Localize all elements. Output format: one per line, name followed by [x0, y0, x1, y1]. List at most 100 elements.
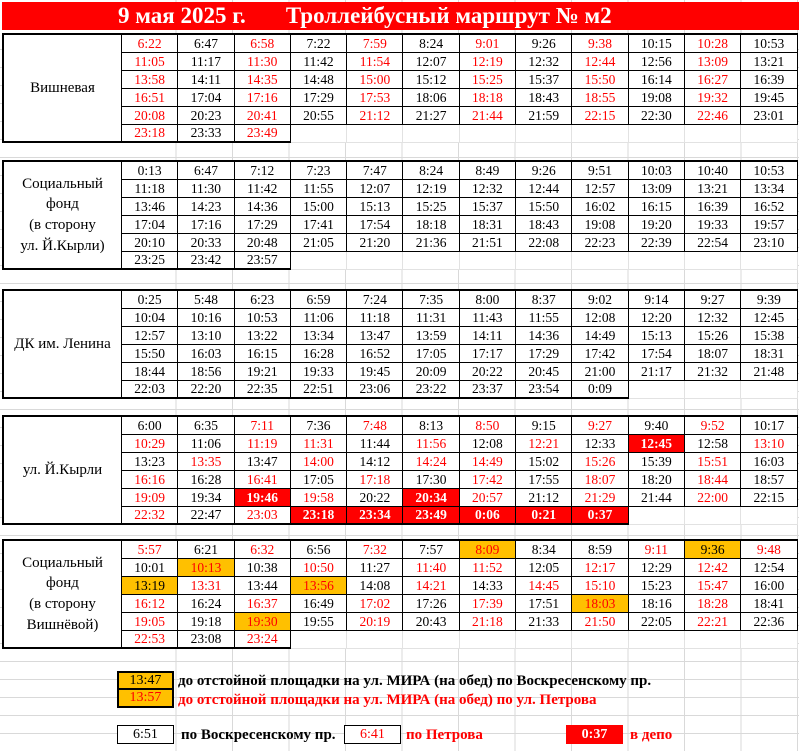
time-cell: 9:51: [572, 162, 629, 180]
schedule-section-4: ул. Й.Кырли 6:00 6:35 7:11 7:36 7:48 8:13 8:50 9…: [2, 415, 798, 525]
time-cell: 12:45: [741, 309, 798, 327]
empty-cell: [684, 125, 742, 143]
time-cell: 19:57: [741, 216, 798, 234]
time-cell: 15:25: [403, 198, 460, 216]
time-cell: 20:55: [290, 107, 348, 125]
time-cell: 8:13: [403, 417, 460, 435]
time-cell: 19:55: [290, 613, 348, 631]
time-cell: 15:10: [572, 577, 629, 595]
empty-cell: [290, 125, 348, 143]
time-cell: 9:01: [459, 35, 517, 53]
time-cell: 12:32: [459, 180, 517, 198]
time-cell: 22:15: [572, 107, 629, 125]
time-cell: 0:25: [122, 291, 179, 309]
time-cell: 23:18: [290, 507, 348, 525]
time-cell: 9:27: [572, 417, 629, 435]
time-cell: 14:36: [516, 327, 573, 345]
time-cell: 15:50: [572, 71, 629, 89]
time-cell: 10:13: [178, 559, 235, 577]
legend-label-lunch-voskresensky: до отстойной площадки на ул. МИРА (на об…: [178, 673, 652, 689]
empty-cell: [741, 252, 798, 270]
time-cell: 23:03: [234, 507, 291, 525]
time-cell: 22:36: [741, 613, 798, 631]
time-cell: 13:44: [234, 577, 291, 595]
time-cell: 18:18: [403, 216, 460, 234]
time-cell: 9:26: [516, 162, 573, 180]
time-cell: 17:29: [234, 216, 291, 234]
time-cell: 20:22: [459, 363, 517, 381]
time-cell: 20:10: [122, 234, 179, 252]
time-cell: 21:33: [516, 613, 573, 631]
time-cell: 21:00: [572, 363, 629, 381]
time-cell: 21:48: [741, 363, 798, 381]
time-cell: 19:32: [684, 89, 742, 107]
time-cell: 11:56: [403, 435, 460, 453]
time-cell: 15:38: [741, 327, 798, 345]
time-cell: 6:22: [122, 35, 179, 53]
time-cell: 22:15: [741, 489, 798, 507]
time-cell: 18:44: [122, 363, 179, 381]
time-cell: 12:57: [572, 180, 629, 198]
time-cell: 12:56: [628, 53, 685, 71]
time-cell: 12:33: [572, 435, 629, 453]
time-cell: 0:21: [516, 507, 573, 525]
time-cell: 11:52: [459, 559, 517, 577]
empty-cell: [628, 631, 685, 649]
time-cell: 23:49: [234, 125, 291, 143]
time-cell: 15:26: [684, 327, 742, 345]
time-cell: 12:45: [628, 435, 685, 453]
empty-cell: [516, 125, 573, 143]
stop-name: ДК им. Ленина: [4, 291, 122, 399]
time-cell: 6:47: [178, 35, 235, 53]
time-cell: 11:55: [290, 180, 348, 198]
time-cell: 19:08: [572, 216, 629, 234]
time-cell: 23:24: [234, 631, 291, 649]
time-cell: 8:37: [516, 291, 573, 309]
time-cell: 17:53: [347, 89, 404, 107]
time-cell: 19:08: [628, 89, 685, 107]
time-cell: 14:11: [178, 71, 235, 89]
time-cell: 18:16: [628, 595, 685, 613]
time-cell: 19:05: [122, 613, 179, 631]
legend-label-depot: в депо: [630, 727, 673, 743]
time-cell: 17:39: [459, 595, 517, 613]
legend-time-depot: 0:37: [566, 725, 623, 744]
time-cell: 16:00: [741, 577, 798, 595]
time-cell: 14:08: [347, 577, 404, 595]
time-cell: 12:19: [403, 180, 460, 198]
empty-cell: [403, 631, 460, 649]
stop-name: Социальный фонд (в сторону ул. Й.Кырли): [4, 162, 122, 270]
time-cell: 19:30: [234, 613, 291, 631]
time-cell: 10:40: [684, 162, 742, 180]
time-cell: 23:25: [122, 252, 179, 270]
empty-cell: [572, 252, 629, 270]
time-cell: 0:13: [122, 162, 179, 180]
time-cell: 12:07: [347, 180, 404, 198]
time-cell: 11:18: [347, 309, 404, 327]
time-cell: 15:37: [516, 71, 573, 89]
time-cell: 14:24: [403, 453, 460, 471]
time-cell: 12:05: [516, 559, 573, 577]
time-cell: 12:57: [122, 327, 179, 345]
time-cell: 18:44: [684, 471, 742, 489]
time-cell: 14:45: [516, 577, 573, 595]
empty-cell: [459, 125, 517, 143]
legend-time-lunch-voskresensky: 13:47: [117, 671, 174, 690]
time-cell: 11:17: [178, 53, 235, 71]
time-cell: 21:27: [403, 107, 460, 125]
time-cell: 16:28: [178, 471, 235, 489]
time-cell: 19:46: [234, 489, 291, 507]
time-cell: 20:48: [234, 234, 291, 252]
time-cell: 16:02: [572, 198, 629, 216]
time-cell: 22:05: [628, 613, 685, 631]
empty-cell: [684, 381, 742, 399]
time-cell: 17:30: [403, 471, 460, 489]
time-cell: 16:52: [347, 345, 404, 363]
time-cell: 7:36: [290, 417, 348, 435]
time-cell: 6:58: [234, 35, 291, 53]
time-cell: 17:51: [516, 595, 573, 613]
time-cell: 15:13: [347, 198, 404, 216]
time-cell: 22:03: [122, 381, 179, 399]
time-cell: 8:24: [403, 162, 460, 180]
time-cell: 16:12: [122, 595, 179, 613]
